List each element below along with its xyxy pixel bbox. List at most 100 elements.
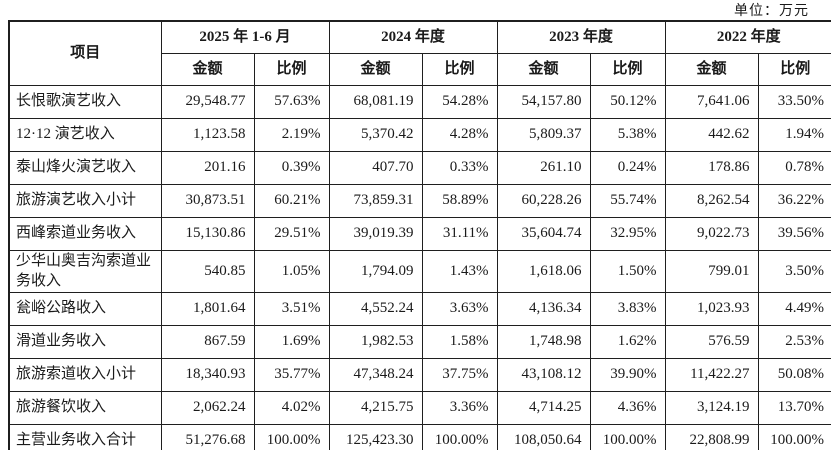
ratio-cell: 1.62%	[589, 325, 666, 359]
subheader-ratio-2022: 比例	[757, 53, 831, 86]
ratio-cell: 36.22%	[757, 184, 831, 218]
ratio-cell: 100.00%	[589, 424, 666, 450]
ratio-cell: 57.63%	[253, 85, 330, 119]
table-row: 泰山烽火演艺收入 201.16 0.39% 407.70 0.33% 261.10 0.24…	[8, 151, 831, 185]
amount-cell: 407.70	[328, 151, 423, 185]
amount-cell: 442.62	[664, 118, 759, 152]
amount-cell: 1,794.09	[328, 250, 423, 293]
row-item-label: 主营业务收入合计	[8, 424, 162, 450]
row-item-label: 少华山奥吉沟索道业务收入	[8, 250, 162, 293]
subheader-amount-2024: 金额	[328, 53, 423, 86]
amount-cell: 261.10	[496, 151, 591, 185]
row-item-label: 旅游索道收入小计	[8, 358, 162, 392]
col-header-2024: 2024 年度	[328, 20, 498, 54]
amount-cell: 18,340.93	[160, 358, 255, 392]
row-item-label: 旅游演艺收入小计	[8, 184, 162, 218]
amount-cell: 43,108.12	[496, 358, 591, 392]
ratio-cell: 1.05%	[253, 250, 330, 293]
ratio-cell: 2.19%	[253, 118, 330, 152]
unit-label: 单位：万元	[734, 4, 809, 19]
ratio-cell: 39.56%	[757, 217, 831, 251]
table-row: 旅游索道收入小计 18,340.93 35.77% 47,348.24 37.75% 43…	[8, 358, 831, 392]
amount-cell: 1,023.93	[664, 292, 759, 326]
ratio-cell: 3.63%	[421, 292, 498, 326]
ratio-cell: 1.43%	[421, 250, 498, 293]
amount-cell: 201.16	[160, 151, 255, 185]
ratio-cell: 0.78%	[757, 151, 831, 185]
ratio-cell: 29.51%	[253, 217, 330, 251]
table-body: 长恨歌演艺收入 29,548.77 57.63% 68,081.19 54.28% 54,…	[8, 85, 831, 450]
row-item-label: 旅游餐饮收入	[8, 391, 162, 425]
amount-cell: 60,228.26	[496, 184, 591, 218]
ratio-cell: 60.21%	[253, 184, 330, 218]
amount-cell: 1,801.64	[160, 292, 255, 326]
ratio-cell: 39.90%	[589, 358, 666, 392]
ratio-cell: 4.36%	[589, 391, 666, 425]
amount-cell: 15,130.86	[160, 217, 255, 251]
amount-cell: 22,808.99	[664, 424, 759, 450]
amount-cell: 4,552.24	[328, 292, 423, 326]
amount-cell: 799.01	[664, 250, 759, 293]
ratio-cell: 0.33%	[421, 151, 498, 185]
header-row-periods: 项目 2025 年 1-6 月 2024 年度 2023 年度 2022 年度	[8, 20, 831, 86]
col-header-2023: 2023 年度	[496, 20, 666, 54]
row-item-label: 瓮峪公路收入	[8, 292, 162, 326]
table-row: 12·12 演艺收入 1,123.58 2.19% 5,370.42 4.28% 5,80…	[8, 118, 831, 152]
amount-cell: 4,136.34	[496, 292, 591, 326]
amount-cell: 29,548.77	[160, 85, 255, 119]
amount-cell: 867.59	[160, 325, 255, 359]
amount-cell: 9,022.73	[664, 217, 759, 251]
ratio-cell: 100.00%	[253, 424, 330, 450]
amount-cell: 30,873.51	[160, 184, 255, 218]
subheader-amount-2025h1: 金额	[160, 53, 255, 86]
revenue-table: 项目 2025 年 1-6 月 2024 年度 2023 年度 2022 年度 …	[8, 20, 831, 450]
subheader-ratio-2024: 比例	[421, 53, 498, 86]
ratio-cell: 35.77%	[253, 358, 330, 392]
amount-cell: 1,618.06	[496, 250, 591, 293]
ratio-cell: 3.83%	[589, 292, 666, 326]
ratio-cell: 0.39%	[253, 151, 330, 185]
table-row: 主营业务收入合计 51,276.68 100.00% 125,423.30 100.00…	[8, 424, 831, 450]
amount-cell: 178.86	[664, 151, 759, 185]
amount-cell: 11,422.27	[664, 358, 759, 392]
ratio-cell: 3.50%	[757, 250, 831, 293]
amount-cell: 2,062.24	[160, 391, 255, 425]
col-header-2025h1: 2025 年 1-6 月	[160, 20, 330, 54]
ratio-cell: 3.51%	[253, 292, 330, 326]
subheader-ratio-2023: 比例	[589, 53, 666, 86]
ratio-cell: 4.02%	[253, 391, 330, 425]
ratio-cell: 100.00%	[421, 424, 498, 450]
amount-cell: 5,809.37	[496, 118, 591, 152]
ratio-cell: 1.94%	[757, 118, 831, 152]
ratio-cell: 13.70%	[757, 391, 831, 425]
row-item-label: 泰山烽火演艺收入	[8, 151, 162, 185]
amount-cell: 1,982.53	[328, 325, 423, 359]
ratio-cell: 32.95%	[589, 217, 666, 251]
amount-cell: 1,748.98	[496, 325, 591, 359]
row-item-label: 长恨歌演艺收入	[8, 85, 162, 119]
amount-cell: 39,019.39	[328, 217, 423, 251]
table-row: 西峰索道业务收入 15,130.86 29.51% 39,019.39 31.11% 35…	[8, 217, 831, 251]
ratio-cell: 31.11%	[421, 217, 498, 251]
ratio-cell: 58.89%	[421, 184, 498, 218]
table-row: 长恨歌演艺收入 29,548.77 57.63% 68,081.19 54.28% 54,…	[8, 85, 831, 119]
table-row: 少华山奥吉沟索道业务收入 540.85 1.05% 1,794.09 1.43% 1,61…	[8, 250, 831, 293]
ratio-cell: 2.53%	[757, 325, 831, 359]
row-item-label: 西峰索道业务收入	[8, 217, 162, 251]
row-item-label: 滑道业务收入	[8, 325, 162, 359]
table-row: 旅游演艺收入小计 30,873.51 60.21% 73,859.31 58.89% 60…	[8, 184, 831, 218]
subheader-ratio-2025h1: 比例	[253, 53, 330, 86]
amount-cell: 3,124.19	[664, 391, 759, 425]
amount-cell: 5,370.42	[328, 118, 423, 152]
amount-cell: 54,157.80	[496, 85, 591, 119]
amount-cell: 35,604.74	[496, 217, 591, 251]
ratio-cell: 33.50%	[757, 85, 831, 119]
amount-cell: 1,123.58	[160, 118, 255, 152]
amount-cell: 576.59	[664, 325, 759, 359]
table-row: 瓮峪公路收入 1,801.64 3.51% 4,552.24 3.63% 4,136.34…	[8, 292, 831, 326]
col-header-item: 项目	[8, 20, 162, 86]
ratio-cell: 0.24%	[589, 151, 666, 185]
ratio-cell: 37.75%	[421, 358, 498, 392]
ratio-cell: 55.74%	[589, 184, 666, 218]
